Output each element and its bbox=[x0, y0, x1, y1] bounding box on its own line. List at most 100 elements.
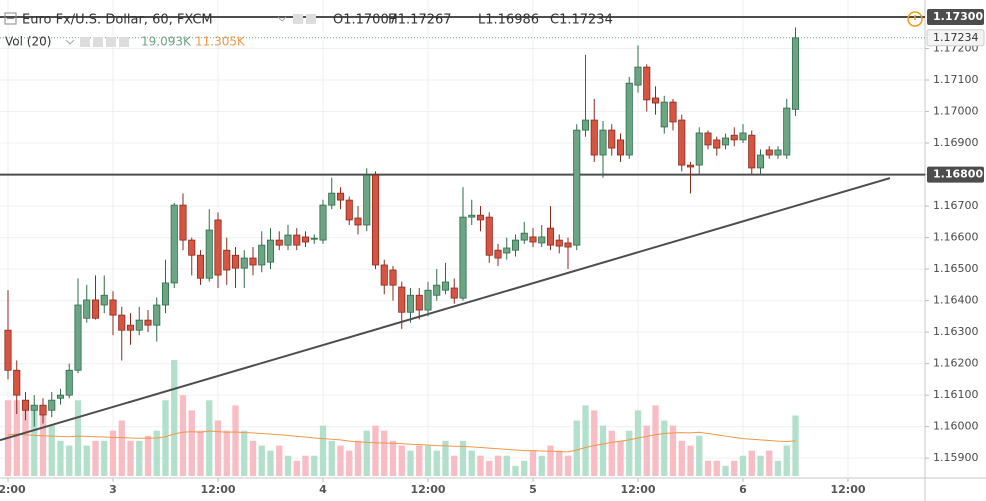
candle-body bbox=[503, 247, 511, 254]
candle-body bbox=[564, 242, 572, 248]
candle-body bbox=[555, 239, 563, 247]
volume-bar bbox=[748, 450, 755, 476]
hide-icon[interactable] bbox=[306, 14, 316, 24]
volume-bar bbox=[363, 430, 370, 476]
volume-bar bbox=[661, 420, 668, 476]
candle-body bbox=[774, 149, 782, 156]
candle-body bbox=[476, 214, 485, 221]
volume-bar bbox=[398, 445, 405, 476]
volume-ma-line bbox=[7, 430, 796, 453]
volume-bar bbox=[249, 440, 257, 476]
collapse-icon[interactable] bbox=[4, 12, 17, 25]
x-tick-label: 12:00 bbox=[830, 483, 865, 496]
settings-icon[interactable] bbox=[293, 14, 303, 24]
eye-icon[interactable] bbox=[80, 37, 90, 47]
open-label: O1.17007 bbox=[333, 13, 397, 28]
volume-bar bbox=[311, 455, 318, 476]
candle-body bbox=[581, 119, 590, 131]
x-tick-label: 2:00 bbox=[0, 483, 26, 496]
volume-bar bbox=[83, 445, 90, 476]
close-label: C1.17234 bbox=[550, 13, 613, 28]
candle-body bbox=[21, 399, 30, 411]
candle-body bbox=[118, 314, 126, 331]
candle-body bbox=[546, 227, 555, 246]
candle-body bbox=[223, 249, 231, 271]
volume-bar bbox=[346, 450, 353, 476]
candle-body bbox=[30, 404, 38, 411]
candle-body bbox=[170, 204, 178, 284]
x-tick-label: 3 bbox=[109, 483, 117, 496]
horizontal-line-label: 1.17300 bbox=[933, 10, 983, 23]
candle-body bbox=[669, 101, 677, 123]
volume-ma-value: 11.305K bbox=[195, 35, 246, 49]
volume-bar bbox=[591, 410, 598, 476]
volume-bar bbox=[678, 440, 685, 476]
y-tick-label: 1.16700 bbox=[933, 199, 979, 212]
volume-bar bbox=[442, 440, 449, 476]
volume-bar bbox=[206, 400, 213, 476]
volume-bar bbox=[512, 465, 519, 476]
volume-bar bbox=[731, 460, 738, 476]
x-tick-label: 12:00 bbox=[200, 483, 235, 496]
volume-bar bbox=[319, 425, 327, 476]
volume-bar bbox=[477, 455, 484, 476]
volume-bar bbox=[556, 450, 563, 476]
volume-bar bbox=[538, 455, 545, 476]
x-tick-label: 5 bbox=[529, 483, 537, 496]
y-tick-label: 1.16300 bbox=[933, 325, 979, 338]
volume-bar bbox=[92, 440, 99, 476]
horizontal-line-label: 1.16800 bbox=[933, 168, 983, 181]
candle-body bbox=[730, 134, 738, 141]
volume-bar bbox=[22, 405, 29, 476]
volume-bar bbox=[713, 460, 720, 476]
candle-body bbox=[660, 101, 668, 128]
volume-bar bbox=[407, 450, 414, 476]
candle-body bbox=[406, 294, 415, 313]
candle-body bbox=[144, 319, 152, 326]
y-tick-label: 1.16000 bbox=[933, 420, 979, 433]
volume-value: 19.093K bbox=[141, 35, 192, 49]
candle-body bbox=[371, 174, 380, 266]
candle-body bbox=[48, 399, 56, 411]
dropdown-icon[interactable] bbox=[277, 16, 287, 22]
volume-bar bbox=[468, 450, 475, 476]
last-price-label: 1.17234 bbox=[933, 31, 979, 44]
volume-bar bbox=[704, 460, 712, 476]
volume-bar bbox=[144, 435, 152, 476]
y-tick-label: 1.16200 bbox=[933, 357, 979, 370]
volume-bar bbox=[634, 410, 642, 476]
y-tick-label: 1.17100 bbox=[933, 73, 979, 86]
low-label: L1.16986 bbox=[478, 13, 539, 28]
candle-body bbox=[616, 139, 625, 156]
price-label-box bbox=[927, 166, 984, 183]
remove-icon[interactable] bbox=[119, 37, 129, 47]
y-tick-label: 1.16400 bbox=[933, 294, 979, 307]
volume-bar bbox=[354, 440, 362, 476]
settings-icon[interactable] bbox=[93, 37, 103, 47]
dropdown-icon[interactable] bbox=[65, 39, 75, 45]
volume-bar bbox=[389, 440, 397, 476]
candle-body bbox=[310, 237, 318, 240]
candle-body bbox=[494, 249, 502, 259]
candle-body bbox=[756, 154, 765, 169]
y-tick-label: 1.16900 bbox=[933, 136, 979, 149]
candle-body bbox=[625, 82, 633, 156]
volume-bar bbox=[652, 405, 659, 476]
alert-icon[interactable] bbox=[907, 11, 923, 27]
volume-bar bbox=[783, 445, 790, 476]
volume-bar bbox=[416, 445, 423, 476]
more-icon[interactable] bbox=[106, 37, 116, 47]
candle-body bbox=[783, 107, 791, 156]
candle-body bbox=[240, 257, 248, 269]
candle-body bbox=[188, 239, 196, 256]
volume-bar bbox=[118, 420, 125, 476]
candle-body bbox=[695, 132, 703, 166]
volume-bar bbox=[608, 430, 615, 476]
candle-body bbox=[424, 289, 432, 311]
volume-bar bbox=[573, 420, 580, 476]
candle-body bbox=[65, 369, 73, 396]
trendline bbox=[0, 177, 891, 442]
candle-body bbox=[249, 257, 257, 266]
x-tick-label: 12:00 bbox=[410, 483, 445, 496]
